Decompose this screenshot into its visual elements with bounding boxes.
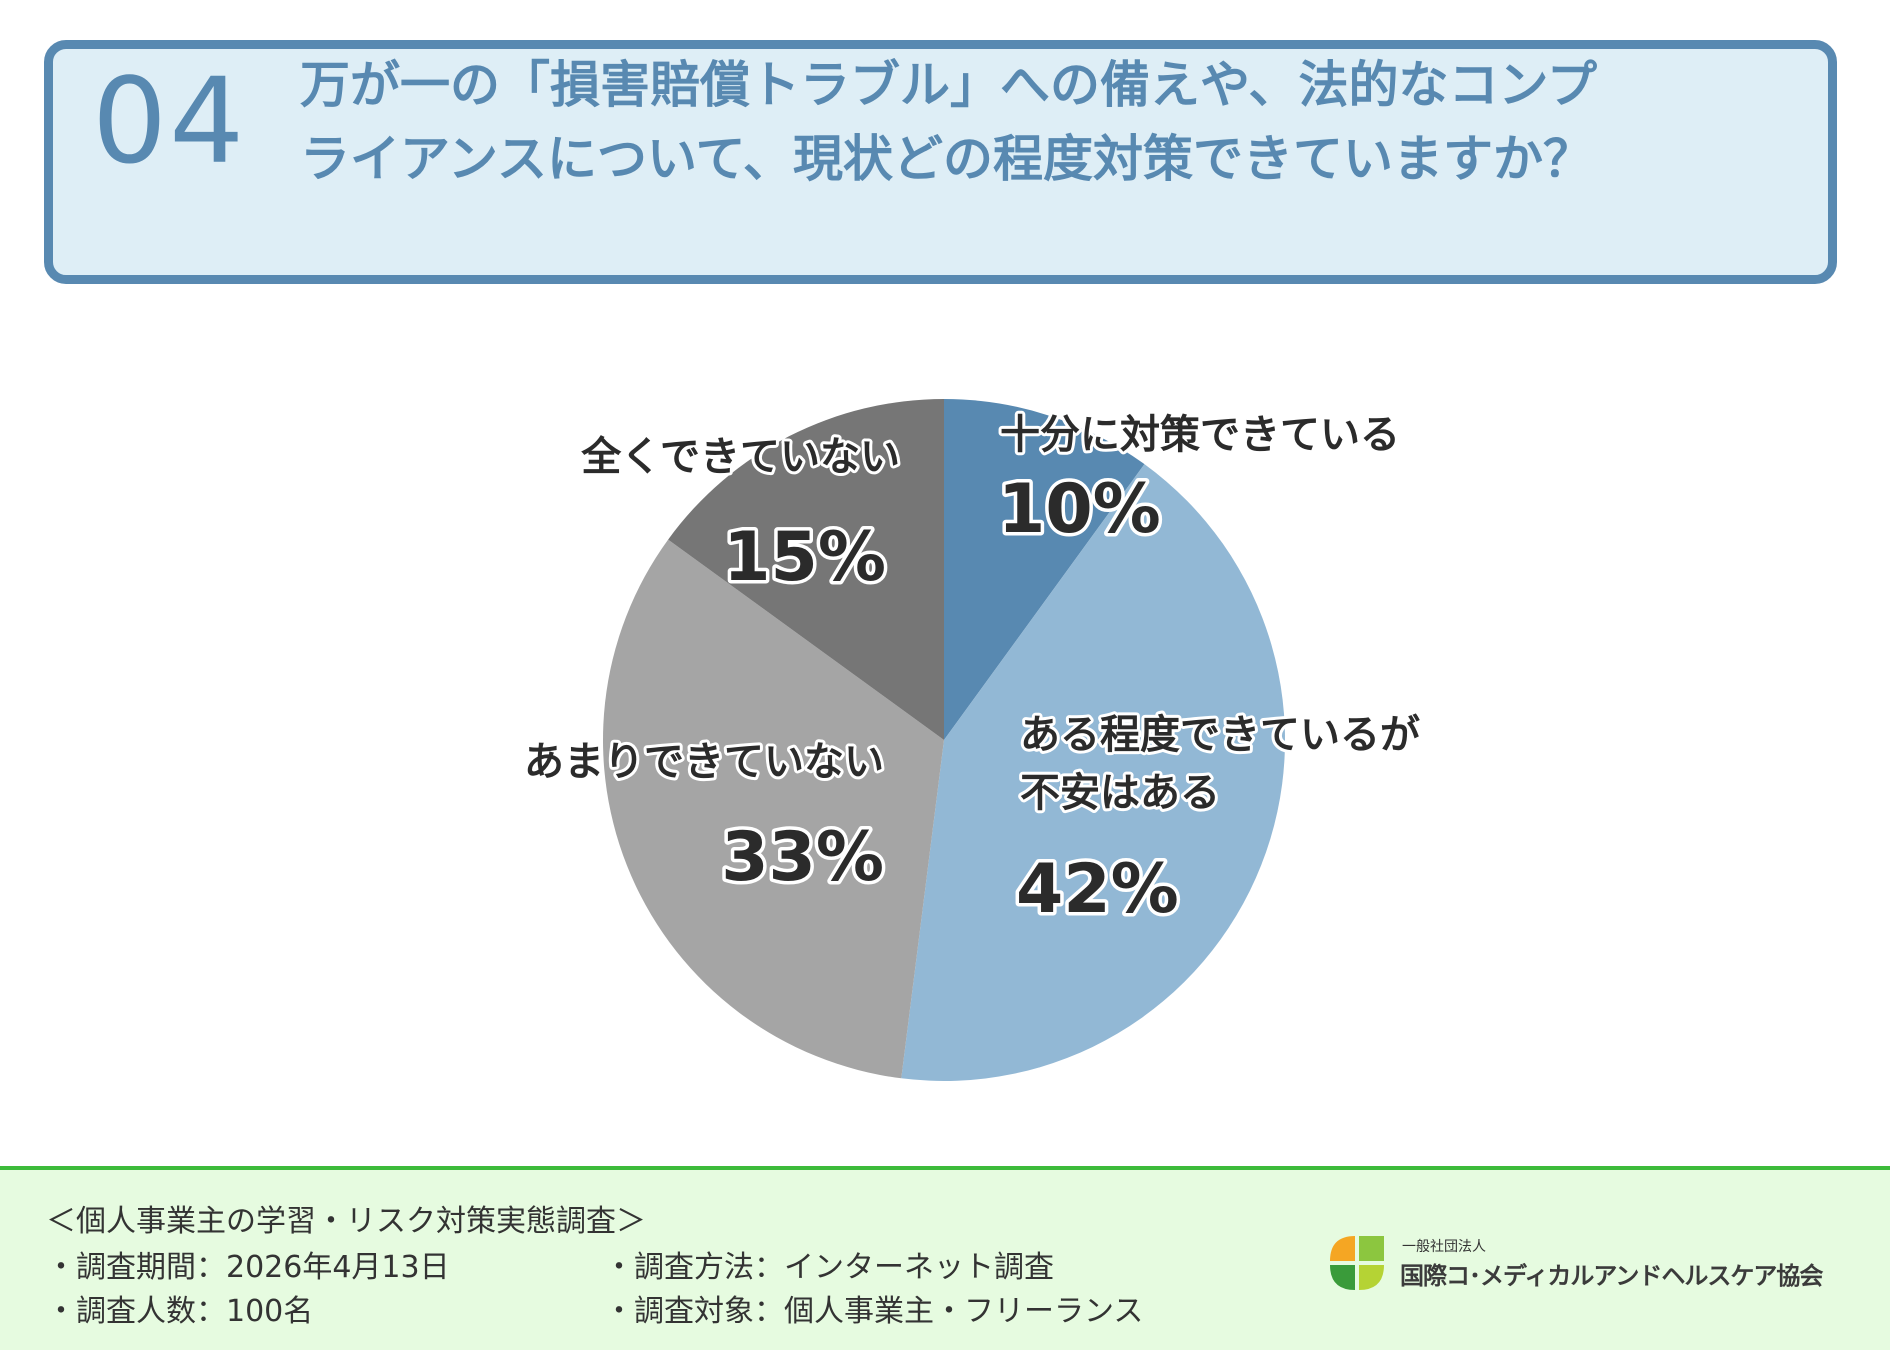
slice-label-1-line-1: ある程度できているが — [1020, 712, 1420, 758]
organization-logo: 一般社団法人 国際コ･メディカルアンドヘルスケア協会 — [1330, 1236, 1850, 1296]
pie-slice-2 — [602, 539, 944, 1079]
footer: ＜個人事業主の学習・リスク対策実態調査＞ ・調査期間：2026年4月13日 ・調… — [0, 1166, 1890, 1350]
question-line-2: ライアンスについて、現状どの程度対策できていますか？ — [300, 130, 1593, 188]
slice-label-0: 十分に対策できている — [1000, 412, 1400, 458]
pie-slice-0 — [944, 399, 1145, 740]
question-text: 万が一の「損害賠償トラブル」への備えや、法的なコンプ ライアンスについて、現状ど… — [300, 48, 1770, 196]
survey-count: ・調査人数：100名 — [46, 1294, 314, 1329]
logo-subtitle: 一般社団法人 — [1402, 1239, 1486, 1255]
question-number: 04 — [92, 52, 247, 190]
question-line-1: 万が一の「損害賠償トラブル」への備えや、法的なコンプ — [300, 56, 1597, 114]
logo-name: 国際コ･メディカルアンドヘルスケア協会 — [1400, 1262, 1823, 1290]
slice-value-3: 15% — [723, 518, 886, 597]
pie-slice-3 — [668, 399, 944, 740]
survey-title: ＜個人事業主の学習・リスク対策実態調査＞ — [46, 1204, 646, 1239]
pie-slice-1 — [901, 464, 1286, 1082]
survey-target: ・調査対象：個人事業主・フリーランス — [604, 1294, 1144, 1329]
slice-value-2: 33% — [721, 818, 884, 897]
slice-value-1: 42% — [1016, 850, 1179, 929]
slice-value-0: 10% — [998, 470, 1161, 549]
slice-label-2: あまりできていない — [524, 739, 884, 785]
logo-mark-icon — [1330, 1236, 1384, 1290]
slice-label-1-line-2: 不安はある — [1020, 770, 1220, 816]
slice-label-3: 全くできていない — [580, 434, 900, 480]
survey-period: ・調査期間：2026年4月13日 — [46, 1250, 450, 1285]
question-box — [44, 40, 1837, 284]
survey-method: ・調査方法：インターネット調査 — [604, 1250, 1054, 1285]
